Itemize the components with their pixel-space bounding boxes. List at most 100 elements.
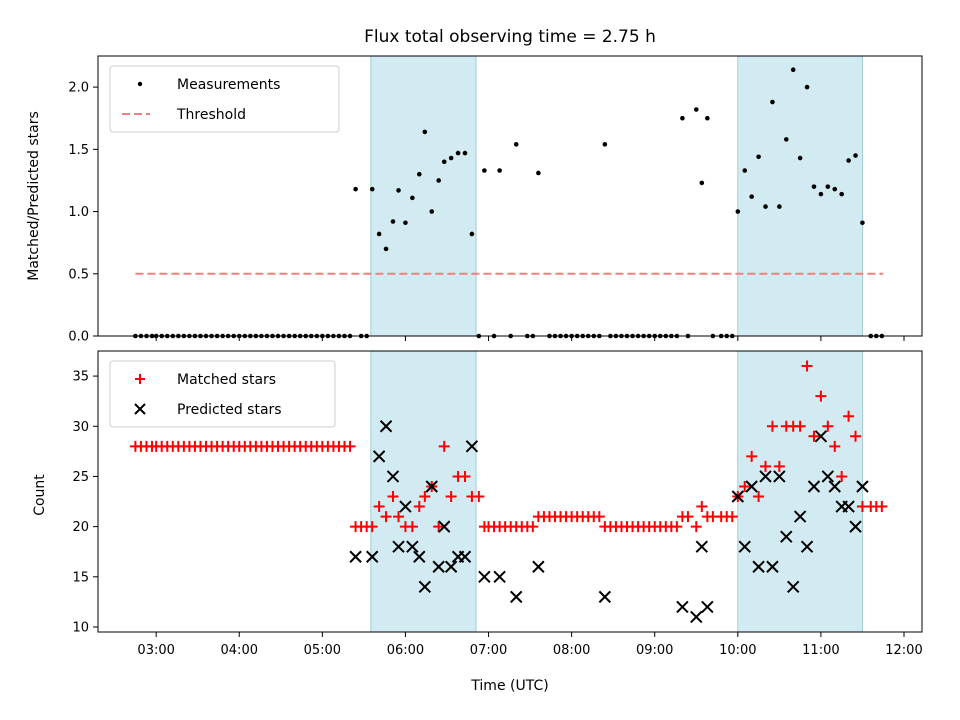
top-panel: 0.0 0.5 1.0 1.5 2.0 Measurements Threshold [68,55,923,345]
matched-point [373,501,385,513]
x-tick-label: 09:00 [636,643,673,658]
predicted-point [432,560,445,573]
legend-box [109,65,340,133]
legend: Matched stars Predicted stars [109,360,336,428]
matched-point [726,511,738,523]
predicted-point [458,550,472,563]
y-tick-label: 0.0 [68,330,89,345]
y-tick-label: 35 [72,370,89,385]
measurement-point [735,209,741,214]
measurement-point [448,155,454,161]
measurement-point [832,186,838,192]
predicted-point [392,540,405,553]
y-tick-label: 10 [72,620,89,635]
measurement-point [441,159,447,165]
predicted-point [676,600,689,614]
legend-marker [135,374,145,384]
predicted-point [786,580,800,594]
measurement-point [825,184,831,189]
legend: Measurements Threshold [109,65,340,133]
measurement-point [749,194,754,199]
predicted-point [695,540,709,553]
axes-frame [97,55,923,337]
measurement-point [783,137,789,142]
measurement-point [853,153,858,158]
observing-interval-shade [737,55,863,337]
matched-point [671,521,683,533]
y-tick-label: 15 [72,570,89,585]
bottom-panel: 10 15 20 25 30 35 03:00 04:00 05:00 06:00 07:00 08:… [72,350,923,658]
matched-point [843,410,855,422]
measurement-point [436,178,441,183]
legend-box [109,360,336,428]
measurement-point [763,204,768,209]
predicted-point [766,560,779,573]
measurement-point [376,231,382,237]
measurement-point [383,246,389,252]
predicted-point [438,520,451,533]
measurement-point [482,168,487,173]
y-tick-label: 30 [72,420,89,435]
x-tick-label: 07:00 [470,643,507,658]
predicted-point [814,430,828,443]
measurement-point [699,180,705,186]
matched-point [850,430,862,442]
matched-point [766,420,778,432]
predicted-point [379,420,393,433]
predicted-point [821,470,835,483]
predicted-point [738,540,751,553]
measurement-point [756,154,761,160]
matched-point [473,491,485,503]
legend-marker [137,81,143,87]
y-tick-label: 1.5 [68,143,89,158]
measurement-point [410,195,415,201]
measurement-point [846,158,851,163]
measurement-point [860,220,865,226]
measurement-point [693,107,699,112]
matched-point [822,420,834,432]
matched-point [815,390,827,402]
matched-point [794,420,806,432]
measurement-point [469,231,475,237]
y-tick-label: 2.0 [68,81,89,96]
measurement-point [818,191,824,197]
measurement-point [705,115,710,121]
predicted-point [399,500,412,513]
x-tick-label: 04:00 [221,643,258,658]
x-tick-label: 08:00 [553,643,590,658]
matched-point [433,521,445,533]
matched-point [696,501,708,513]
measurement-point [602,142,608,147]
predicted-point [701,600,714,614]
matched-point [438,440,450,452]
x-axis-label: Time (UTC) [470,678,548,694]
measurement-point [390,219,396,224]
y-tick-label: 1.0 [68,205,89,220]
matched-point [829,440,841,452]
measurement-point [513,142,519,147]
y-tick-label: 25 [72,470,89,485]
matched-point [387,491,399,503]
measurement-point [429,209,435,214]
predicted-point [856,480,869,493]
measurement-point [811,184,817,189]
measurement-point [396,188,401,193]
matched-point [419,491,431,503]
matched-point [527,521,539,533]
observing-interval-shade [370,350,477,633]
matched-point [344,440,356,452]
legend-label: Measurements [177,77,280,93]
measurement-point [742,168,748,173]
matched-point [746,450,758,462]
predicted-point [759,470,772,483]
x-tick-label: 06:00 [387,643,424,658]
y-tick-label: 20 [72,520,89,535]
matched-point [413,501,425,513]
matched-point [366,521,378,533]
bottom-y-axis-label: Count [32,474,48,516]
predicted-point [493,570,506,584]
matched-point [393,511,405,523]
predicted-point [731,490,745,503]
measurement-point [353,186,358,192]
